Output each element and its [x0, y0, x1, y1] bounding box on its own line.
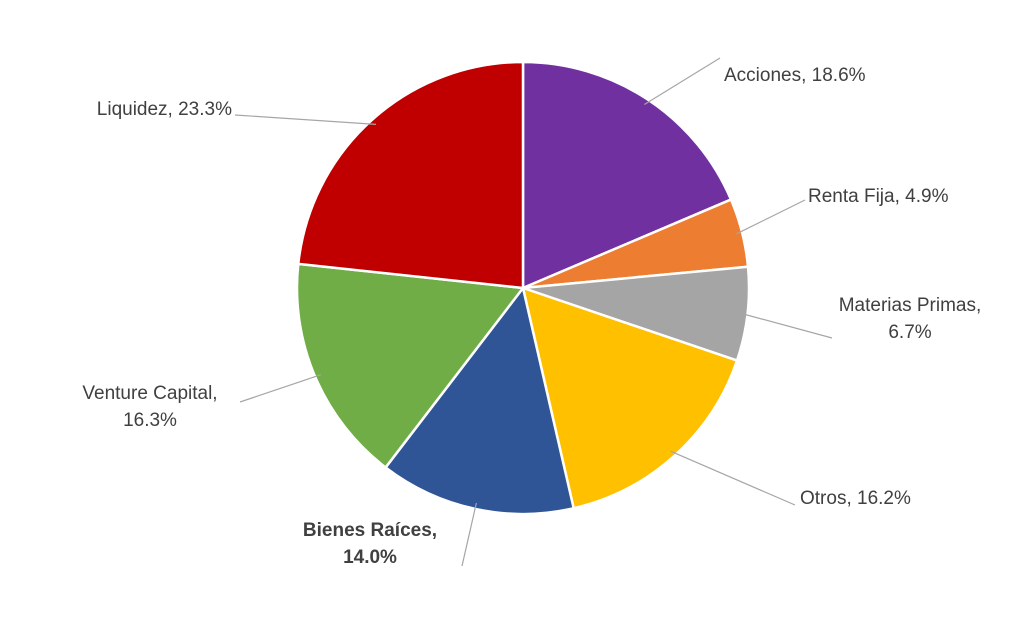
data-label: Venture Capital, 16.3% — [82, 383, 218, 431]
leader-line — [234, 114, 377, 125]
leader-line — [670, 450, 796, 506]
data-label: Bienes Raíces, 14.0% — [302, 520, 438, 568]
pie-slice — [296, 60, 525, 290]
leader-line — [735, 199, 806, 235]
data-label: Liquidez, 23.3% — [96, 99, 232, 120]
leader-line — [741, 312, 833, 339]
pie-slice — [521, 286, 739, 510]
leader-line — [644, 57, 721, 106]
data-label: Materias Primas, 6.7% — [838, 295, 982, 343]
data-label: Otros, 16.2% — [800, 488, 911, 509]
pie-slice — [521, 60, 733, 290]
data-label: Acciones, 18.6% — [724, 65, 866, 86]
leader-line — [461, 502, 477, 567]
leader-line — [239, 374, 322, 403]
data-label: Renta Fija, 4.9% — [808, 186, 949, 207]
